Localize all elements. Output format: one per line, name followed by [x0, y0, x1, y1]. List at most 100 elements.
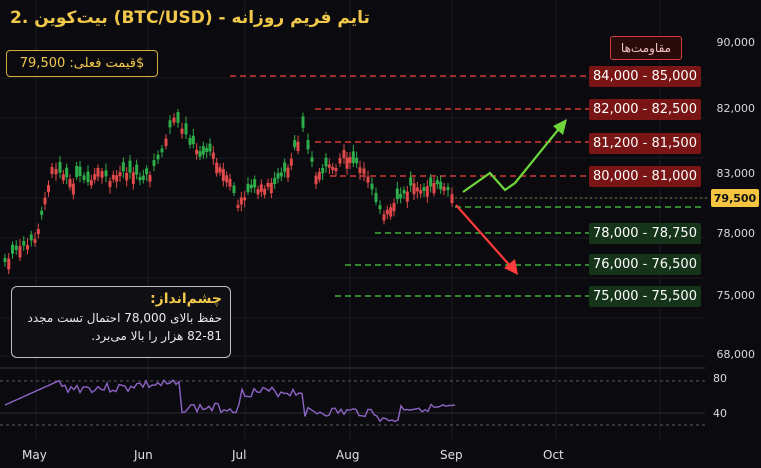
candle-body [392, 202, 396, 212]
candle-body [96, 167, 100, 177]
candle-body [446, 187, 450, 191]
candle-body [11, 244, 14, 254]
candle-body [180, 128, 184, 134]
candle-body [121, 162, 125, 172]
candle-body [378, 205, 382, 210]
candle-body [331, 166, 335, 171]
candle-body [374, 192, 378, 203]
chart-title: 2. بیت‌کوین (BTC/USD) - تایم فریم روزانه [10, 8, 370, 28]
support-range-2: 76,000 - 76,500 [589, 254, 701, 275]
y-tick-label: 83,000 [716, 167, 756, 180]
candle-body [225, 175, 229, 183]
candle-body [205, 147, 209, 153]
candle-body [3, 257, 7, 262]
candle-body [425, 186, 429, 197]
candle-body [243, 197, 247, 201]
candle-body [22, 240, 26, 246]
candle-body [141, 175, 145, 180]
candle-body [29, 234, 33, 241]
x-tick-label: Oct [543, 448, 564, 462]
candle-body [273, 177, 277, 185]
candle-body [366, 176, 370, 183]
candle-body [370, 183, 374, 190]
candle-body [385, 209, 389, 215]
candle-body [263, 188, 267, 195]
candle-body [415, 187, 419, 192]
candle-body [321, 167, 325, 174]
candle-body [439, 181, 443, 190]
candle-body [26, 245, 29, 250]
candle-body [128, 160, 132, 173]
candle-body [138, 176, 142, 181]
candle-body [78, 166, 82, 176]
x-tick-label: Sep [440, 448, 463, 462]
candle-body [402, 189, 406, 194]
candle-body [211, 152, 215, 159]
candle-body [89, 179, 93, 186]
candle-body [168, 120, 172, 128]
current-price-label: 79,500 [711, 189, 759, 207]
x-tick-label: May [22, 448, 47, 462]
candle-body [342, 149, 346, 159]
candle-body [358, 167, 362, 174]
candle-body [61, 174, 65, 181]
candle-body [351, 151, 355, 164]
candle-body [256, 189, 260, 195]
resistance-tag: مقاومت‌ها [610, 36, 682, 60]
outlook-line-2: 82-81 هزار را بالا می‌برد. [91, 329, 222, 343]
candle-body [14, 245, 18, 250]
candle-body [327, 164, 331, 168]
candle-body [314, 175, 318, 185]
candle-body [232, 185, 236, 194]
candle-body [269, 182, 273, 194]
candle-body [100, 170, 104, 178]
candle-body [266, 182, 270, 187]
candle-body [259, 184, 263, 192]
candle-body [156, 154, 160, 160]
candle-body [399, 194, 403, 199]
candle-body [276, 173, 280, 179]
candle-body [422, 187, 426, 191]
candle-body [450, 194, 454, 204]
x-tick-label: Jun [134, 448, 153, 462]
current-price-box: قیمت فعلی: 79,500$ [6, 50, 158, 77]
candle-body [249, 184, 253, 189]
x-tick-label: Jul [232, 448, 247, 462]
candle-body [208, 143, 212, 152]
bullish-arrowhead [553, 119, 567, 135]
candle-body [355, 157, 359, 164]
resistance-range-4: 80,000 - 81,000 [589, 166, 701, 187]
y-tick-label: 75,000 [716, 289, 756, 302]
candle-body [75, 166, 79, 178]
candle-body [68, 179, 72, 188]
candle-body [82, 175, 86, 180]
candle-body [104, 170, 108, 177]
candle-body [33, 239, 37, 243]
y-tick-label: 90,000 [716, 36, 756, 49]
candle-body [54, 168, 58, 175]
rsi-tick-label: 40 [713, 407, 727, 420]
candle-body [71, 183, 75, 195]
y-tick-label: 82,000 [716, 102, 756, 115]
candle-body [395, 188, 399, 200]
candle-body [324, 157, 328, 167]
candle-body [111, 174, 115, 180]
candle-body [131, 172, 135, 185]
candle-body [338, 158, 342, 164]
candle-body [198, 151, 202, 157]
resistance-range-2: 82,000 - 82,500 [589, 99, 701, 120]
outlook-box: چشم‌انداز: حفظ بالای 78,000 احتمال تست م… [11, 286, 231, 358]
candle-body [7, 258, 11, 270]
candle-body [218, 167, 222, 173]
candle-body [184, 123, 188, 135]
candle-body [286, 167, 290, 178]
candle-body [195, 149, 199, 155]
candle-body [345, 157, 349, 169]
bearish-arrowhead [504, 259, 518, 275]
candle-body [306, 140, 310, 150]
candle-body [236, 204, 240, 208]
outlook-line-1: حفظ بالای 78,000 احتمال تست مجدد [27, 311, 222, 325]
candle-body [160, 148, 164, 153]
